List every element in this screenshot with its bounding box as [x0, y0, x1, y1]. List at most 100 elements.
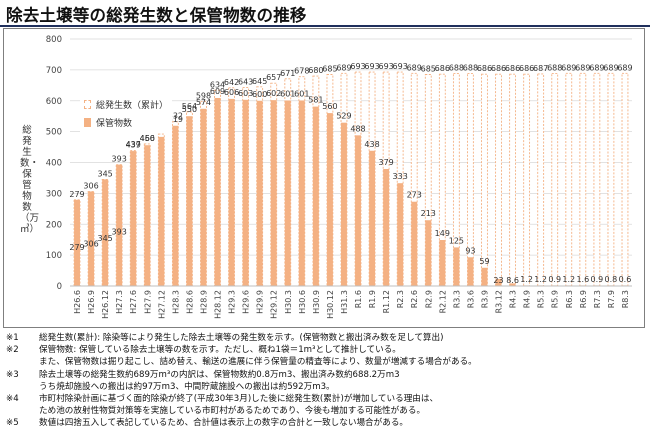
data-label-generated: 689: [617, 63, 632, 72]
page-title: 除去土壌等の総発生数と保管物数の推移: [6, 6, 307, 25]
data-label-generated: 686: [435, 64, 450, 73]
x-tick-label: H28.12: [214, 290, 223, 319]
bar-stock: [200, 108, 207, 286]
footnotes: ※1 総発生数(累計): 除染等により発生した除去土壌等の発生数を示す。(保管物数…: [6, 332, 646, 430]
bar-stock: [186, 116, 193, 286]
bar-stock: [509, 283, 516, 286]
x-tick-label: H31.3: [340, 290, 349, 314]
legend-swatch-solid: [84, 117, 91, 127]
data-label-stock: 125: [449, 236, 464, 245]
data-label-stock: 1.2: [520, 275, 533, 284]
x-tick-label: R4.9: [523, 290, 532, 308]
data-label-stock: 603: [238, 89, 253, 98]
x-tick-label: H26.12: [101, 290, 110, 319]
bar-stock: [481, 267, 488, 286]
legend-item-stock: 保管物数: [84, 113, 168, 131]
footnote-line: 市町村除染計画に基づく面的除染が終了(平成30年3月)した後に総発生数(累計)が…: [39, 394, 439, 405]
x-tick-label: H26.6: [73, 290, 82, 314]
legend-item-generated: 総発生数（累計）: [84, 95, 168, 113]
bar-stock: [144, 145, 151, 286]
bar-stock: [383, 168, 390, 286]
data-label-generated: 564: [182, 102, 197, 111]
x-tick-label: R8.3: [621, 290, 630, 308]
footnote-text: 総発生数(累計): 除染等により発生した除去土壌等の発生数を示す。(保管物数と搬…: [39, 332, 646, 344]
data-label-stock: 609: [210, 87, 225, 96]
data-label-generated: 685: [322, 65, 337, 74]
bar-total-generated: [551, 73, 559, 287]
bar-total-generated: [495, 73, 502, 287]
x-tick-label: H30.12: [326, 290, 335, 319]
data-label-generated: 680: [308, 66, 323, 75]
data-label-generated: 643: [238, 77, 253, 86]
bar-total-generated: [509, 73, 516, 287]
x-tick-label: R6.9: [579, 290, 588, 308]
x-tick-label: H27.6: [129, 290, 138, 314]
data-label-stock: 581: [308, 96, 323, 105]
data-label-generated: 686: [477, 64, 492, 73]
x-tick-label: R7.3: [593, 290, 602, 308]
footnote-number: ※1: [6, 333, 19, 343]
y-tick-label: 800: [46, 35, 62, 45]
data-label-stock: 560: [322, 102, 337, 111]
x-tick-label: H28.9: [199, 290, 208, 314]
bar-total-generated: [579, 72, 587, 287]
data-label-stock: 59: [479, 257, 489, 266]
data-label-generated: 634: [210, 80, 225, 89]
bar-stock: [130, 151, 137, 286]
bar-stock: [172, 125, 179, 286]
bar-total-generated: [537, 73, 545, 287]
data-label-generated: 688: [449, 64, 464, 73]
y-tick-label: 500: [46, 128, 62, 138]
data-label-stock: 345: [97, 234, 112, 243]
chart-plot: 0100200300400500600700800279279H26.63063…: [46, 35, 633, 319]
x-tick-label: H28.3: [171, 290, 180, 314]
x-tick-label: H28.6: [185, 290, 194, 314]
data-label-stock: 550: [182, 105, 197, 114]
y-tick-label: 0: [57, 282, 62, 292]
bar-stock: [397, 183, 404, 286]
footnote: ※2 保管物数: 保管している除去土壌等の数を示す。ただし、概ね1袋＝1m³として…: [6, 344, 646, 368]
data-label-generated: 439: [126, 140, 141, 149]
data-label-stock: 23: [493, 276, 503, 285]
footnote-line: ため池の放射性物質対策等を実施している市町村があるためであり、今後も増加する可能…: [39, 406, 426, 417]
data-label-generated: 693: [393, 62, 408, 71]
data-label-stock: 601: [294, 89, 309, 98]
data-label-stock: 93: [465, 246, 475, 255]
bar-total-generated: [621, 72, 629, 287]
footnote: ※3 除去土壌等の総発生数約689万m³の内訳は、保管物数約0.8万m3、搬出済み…: [6, 369, 646, 393]
y-tick-label: 200: [46, 220, 62, 230]
data-label-stock: 529: [336, 112, 351, 121]
y-axis-title: 総発生数・保管物数（万㎥）: [20, 125, 40, 235]
footnote-number: ※4: [6, 394, 19, 405]
bar-stock: [158, 136, 165, 286]
data-label-stock: 279: [69, 243, 84, 252]
data-label-stock: 437: [126, 140, 141, 149]
data-label-stock: 213: [421, 209, 436, 218]
data-label-stock: 8.6: [506, 276, 519, 285]
data-label-generated: 686: [519, 64, 534, 73]
y-tick-label: 100: [46, 251, 62, 261]
y-tick-label: 300: [46, 189, 62, 199]
x-tick-label: R1.9: [368, 290, 377, 308]
x-tick-label: H29.3: [228, 290, 237, 314]
data-label-stock: 379: [378, 158, 393, 167]
data-label-generated: 689: [336, 63, 351, 72]
data-label-stock: 0.9: [591, 275, 604, 284]
footnote-text: 保管物数: 保管している除去土壌等の数を示す。ただし、概ね1袋＝1m³として推計…: [39, 344, 646, 368]
x-tick-label: H30.3: [284, 290, 293, 314]
data-label-generated: 393: [112, 155, 127, 164]
x-tick-label: H27.9: [143, 290, 152, 314]
bar-total-generated: [424, 74, 432, 287]
bar-stock: [341, 122, 347, 286]
bar-stock: [425, 220, 432, 286]
bar-stock: [411, 201, 418, 286]
data-label-generated: 687: [533, 64, 548, 73]
chart-frame: 0 100 200 300 400 500 600 700 800 279 279 H26.6 306 3…: [3, 28, 645, 328]
data-label-generated: 689: [407, 63, 422, 72]
data-label-generated: 693: [364, 62, 379, 71]
x-tick-label: R2.3: [396, 290, 405, 308]
legend-label-stock: 保管物数: [96, 118, 133, 129]
x-tick-label: R7.9: [607, 290, 616, 308]
footnote: ※1 総発生数(累計): 除染等により発生した除去土壌等の発生数を示す。(保管物数…: [6, 332, 646, 344]
data-label-stock: 574: [196, 98, 211, 107]
